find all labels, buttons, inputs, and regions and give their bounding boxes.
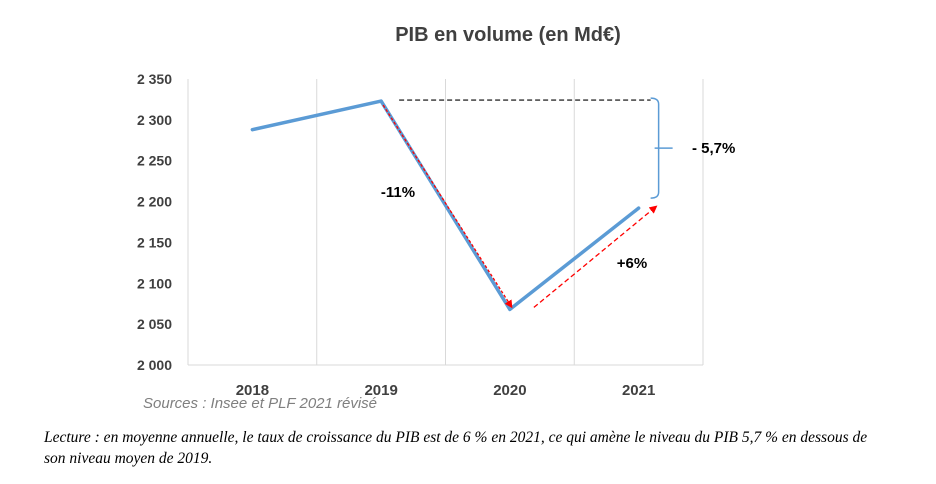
data-point — [250, 128, 254, 132]
y-tick-label: 2 000 — [137, 357, 172, 373]
data-point — [508, 307, 512, 311]
decline-label: -11% — [381, 184, 415, 201]
y-tick-label: 2 150 — [137, 234, 172, 250]
data-point — [637, 206, 641, 210]
y-tick-label: 2 250 — [137, 153, 172, 169]
annotations: -11% +6% - 5,7% — [381, 97, 735, 309]
series-line — [250, 99, 641, 312]
y-tick-label: 2 050 — [137, 316, 172, 332]
x-axis-ticks: 2018 2019 2020 2021 — [236, 382, 656, 399]
y-tick-label: 2 300 — [137, 112, 172, 128]
x-tick-label: 2019 — [364, 382, 397, 399]
y-tick-label: 2 350 — [137, 71, 172, 87]
rebound-arrow — [533, 205, 658, 308]
reading-note: Lecture : en moyenne annuelle, le taux d… — [44, 429, 868, 467]
y-tick-label: 2 100 — [137, 275, 172, 291]
gap-label: - 5,7% — [692, 140, 735, 157]
series-area — [250, 99, 641, 312]
source-text: Sources : Insee et PLF 2021 révisé — [143, 395, 378, 412]
y-axis-ticks: 2 000 2 050 2 100 2 150 2 200 2 250 2 300 2 350 — [137, 71, 172, 373]
x-tick-label: 2021 — [622, 382, 655, 399]
chart-title: PIB en volume (en Md€) — [395, 24, 621, 46]
x-tick-label: 2018 — [236, 382, 269, 399]
data-point — [379, 99, 383, 103]
x-tick-label: 2020 — [493, 382, 526, 399]
y-tick-label: 2 200 — [137, 194, 172, 210]
rebound-label: +6% — [617, 255, 647, 272]
gridlines — [187, 79, 704, 366]
